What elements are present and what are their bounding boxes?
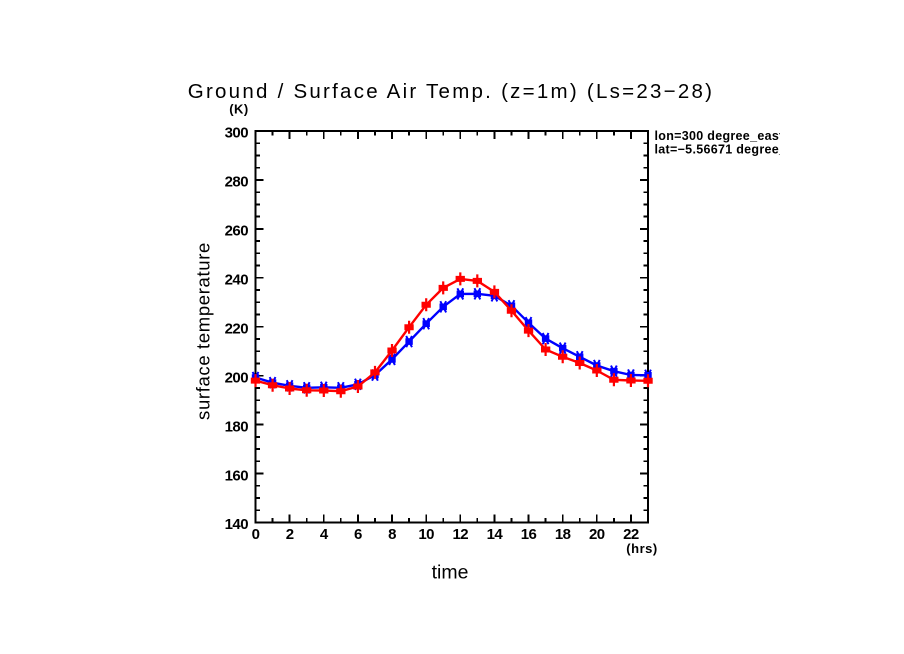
svg-text:220: 220 (225, 320, 249, 337)
svg-text:8: 8 (388, 526, 396, 543)
svg-text:300: 300 (225, 125, 249, 142)
svg-text:16: 16 (521, 526, 537, 543)
svg-text:22: 22 (623, 526, 639, 543)
svg-text:10: 10 (418, 526, 434, 543)
svg-text:2: 2 (286, 526, 294, 543)
svg-text:18: 18 (555, 526, 571, 543)
svg-text:20: 20 (589, 526, 605, 543)
svg-text:140: 140 (225, 516, 249, 533)
svg-text:surface temperature: surface temperature (193, 242, 214, 420)
svg-text:160: 160 (225, 467, 249, 484)
svg-text:240: 240 (225, 272, 249, 289)
svg-text:14: 14 (487, 526, 504, 543)
svg-text:280: 280 (225, 174, 249, 191)
svg-text:(hrs): (hrs) (626, 541, 657, 556)
svg-text:(K): (K) (229, 102, 249, 117)
svg-text:time: time (432, 562, 469, 584)
svg-text:200: 200 (225, 369, 249, 386)
svg-text:6: 6 (354, 526, 362, 543)
svg-text:4: 4 (320, 526, 329, 543)
svg-text:180: 180 (225, 418, 249, 435)
svg-text:Ground / Surface Air Temp. (z=: Ground / Surface Air Temp. (z=1m) (Ls=23… (188, 80, 714, 103)
svg-text:12: 12 (453, 526, 469, 543)
svg-text:lon=300 degree_east: lon=300 degree_east (655, 129, 785, 143)
svg-text:lat=−5.56671 degree_north: lat=−5.56671 degree_north (655, 143, 820, 157)
svg-text:260: 260 (225, 223, 249, 240)
svg-text:0: 0 (252, 526, 260, 543)
